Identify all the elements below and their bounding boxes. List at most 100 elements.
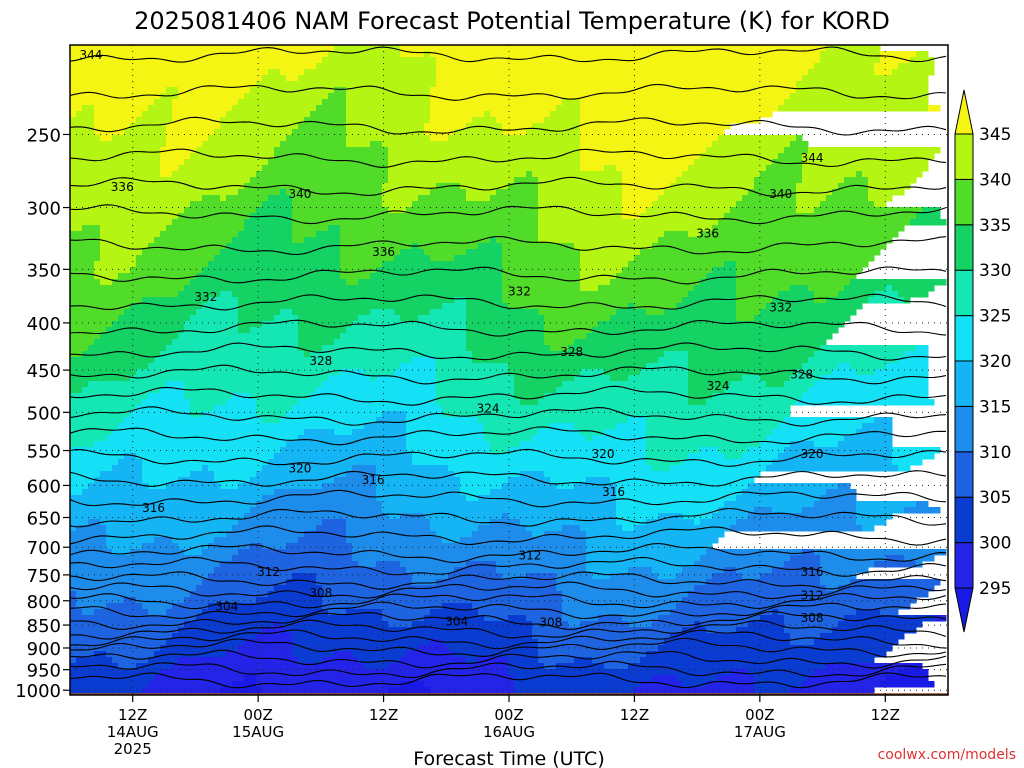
plot-area: 344 336 340 336 332 332 336 340 344 332 328 328 324 3… [69,44,949,696]
fill-cell [532,531,545,538]
fill-cell [70,201,191,208]
fill-cell [274,585,323,592]
fill-cell [616,423,647,430]
fill-cell [538,231,665,238]
fill-cell [94,273,119,280]
fill-cell [502,285,581,292]
fill-cell [70,69,269,76]
fill-cell [544,321,599,328]
x-tick-label: 2025 [114,740,152,758]
fill-cell [352,429,407,436]
fill-cell [70,51,329,58]
fill-cell [640,249,881,256]
fill-cell [814,639,899,646]
fill-cell [910,219,947,226]
fill-cell [886,555,905,562]
fill-cell [916,501,929,508]
fill-cell [442,639,539,646]
fill-cell [382,411,407,418]
fill-cell [178,93,245,100]
fill-cell [142,687,221,694]
fill-cell [916,561,923,568]
fill-cell [580,273,617,280]
fill-cell [370,273,503,280]
fill-cell [928,105,941,112]
fill-cell [538,639,665,646]
fill-cell [142,603,173,610]
fill-cell [70,261,95,268]
fill-cell [796,135,803,142]
fill-cell [100,279,113,286]
fill-cell [562,525,581,532]
fill-cell [220,123,299,130]
fill-cell [514,681,641,688]
fill-cell [430,111,485,118]
fill-cell [622,183,671,190]
fill-cell [184,321,239,328]
fill-cell [688,399,707,406]
fill-cell [70,537,107,544]
fill-cell [346,525,431,532]
fill-cell [442,411,791,418]
fill-cell [100,255,137,262]
fill-cell [142,249,221,256]
fill-cell [244,183,383,190]
fill-cell [850,279,947,286]
fill-cell [70,549,113,556]
fill-cell [370,309,395,316]
fill-cell [130,375,329,382]
fill-cell [580,123,731,130]
fill-cell [646,651,887,658]
fill-cell [778,153,803,160]
fill-cell [412,453,647,460]
fill-cell [718,447,749,454]
fill-cell [340,231,539,238]
fill-cell [742,573,761,580]
colorbar-segment [954,542,974,589]
fill-cell [580,249,641,256]
fill-cell [856,609,881,616]
fill-cell [808,357,899,364]
fill-cell [736,273,857,280]
fill-cell [220,687,263,694]
fill-cell [460,537,587,544]
fill-cell [436,75,803,82]
fill-cell [880,609,899,616]
fill-cell [376,267,503,274]
fill-cell [352,321,467,328]
fill-cell [406,423,485,430]
isentrope-line [70,448,947,467]
fill-cell [496,189,539,196]
fill-cell [688,381,731,388]
fill-cell [670,633,791,640]
fill-cell [388,621,413,628]
fill-cell [346,117,431,124]
fill-cell [226,195,269,202]
fill-cell [436,63,815,70]
fill-cell [388,153,581,160]
fill-cell [376,471,455,478]
fill-cell [274,153,389,160]
fill-cell [622,525,635,532]
fill-cell [388,171,527,178]
fill-cell [70,219,173,226]
fill-cell [70,591,77,598]
fill-cell [688,363,803,370]
fill-cell [712,267,737,274]
fill-cell [760,615,785,622]
fill-cell [376,489,461,496]
fill-cell [70,105,83,112]
fill-cell [262,165,389,172]
fill-cell [640,369,689,376]
fill-cell [178,87,251,94]
fill-cell [466,339,545,346]
fill-cell [262,201,293,208]
fill-cell [358,561,377,568]
fill-cell [70,225,83,232]
fill-cell [70,285,185,292]
fill-cell [454,255,503,262]
fill-cell [394,369,437,376]
fill-cell [388,687,431,694]
fill-cell [712,141,791,148]
fill-cell [382,507,617,514]
